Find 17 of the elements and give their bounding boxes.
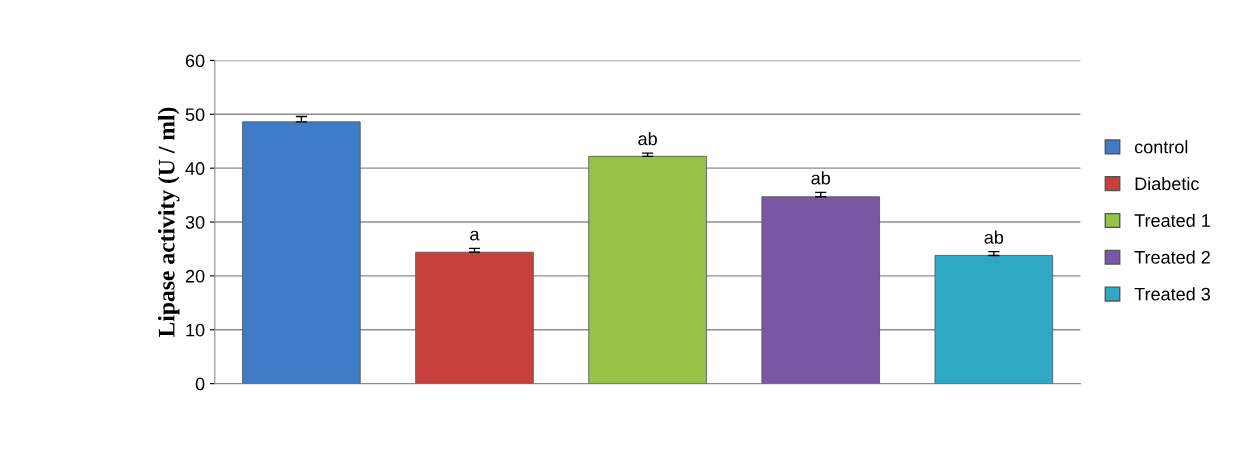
data-label: ab [811,171,830,185]
legend-label: Treated 1 [1134,213,1210,227]
data-label: ab [638,131,657,146]
data-label: ab [984,230,1004,244]
y-tick-label: 0 [195,377,205,391]
y-tick-label: 60 [185,54,205,68]
y-tick-label: 50 [185,108,205,122]
y-tick-label: 30 [185,215,205,229]
data-label: a [470,230,480,241]
y-tick-label: 40 [185,162,205,175]
legend-label: control [1134,140,1188,154]
y-tick-label: 10 [186,323,205,337]
legend-label: Treated 3 [1134,287,1210,301]
y-axis-title: Lipase activity (U / ml) [157,107,180,338]
legend-label: Diabetic [1135,176,1199,191]
legend-label: Treated 2 [1134,250,1210,264]
y-tick-label: 20 [185,269,205,283]
